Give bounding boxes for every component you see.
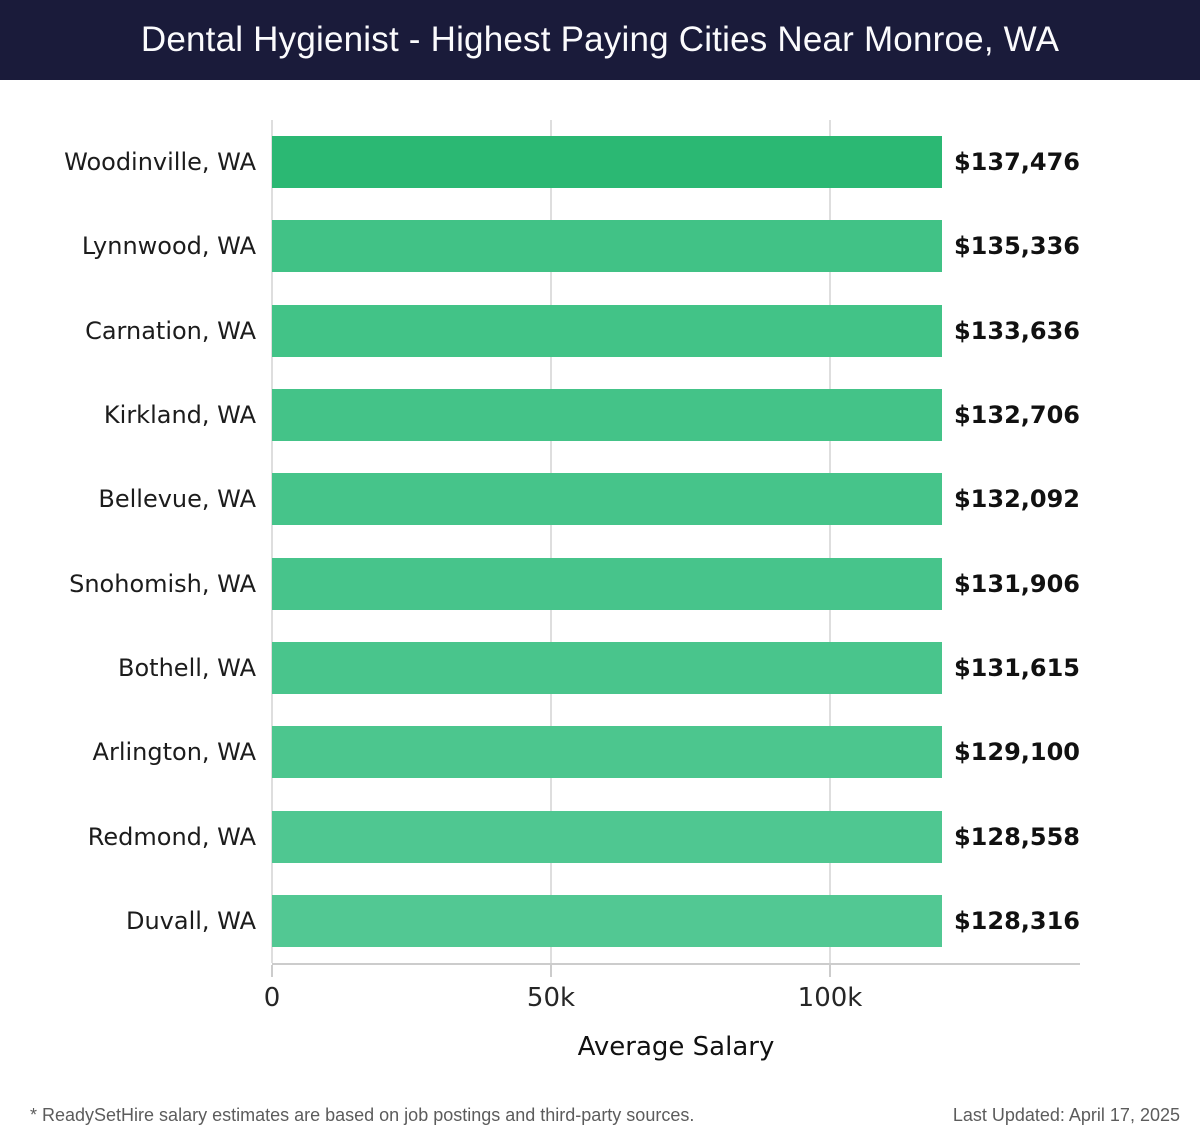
- bar: [272, 894, 942, 947]
- bar: [272, 473, 942, 526]
- value-label: $128,316: [953, 906, 1080, 935]
- bar-track: $135,336: [272, 204, 1080, 288]
- bar-track: $128,558: [272, 794, 1080, 878]
- value-label: $132,092: [953, 485, 1080, 514]
- bar-row: Arlington, WA $129,100: [93, 710, 1080, 794]
- bar-track: $132,092: [272, 457, 1080, 541]
- x-axis-line: [272, 963, 1080, 965]
- category-label: Kirkland, WA: [103, 401, 256, 430]
- bar-track: $131,615: [272, 626, 1080, 710]
- category-label: Bothell, WA: [118, 653, 256, 682]
- bar: [272, 726, 942, 779]
- bar: [272, 557, 942, 610]
- source-note: * ReadySetHire salary estimates are base…: [30, 1105, 695, 1125]
- category-label: Bellevue, WA: [98, 485, 256, 514]
- bar-row: Lynnwood, WA $135,336: [82, 204, 1080, 288]
- bar-row: Redmond, WA $128,558: [88, 794, 1080, 878]
- gridline: [271, 120, 273, 963]
- footer: * ReadySetHire salary estimates are base…: [30, 1105, 1180, 1126]
- category-label: Lynnwood, WA: [81, 232, 256, 261]
- value-label: $129,100: [953, 738, 1080, 767]
- bar: [272, 641, 942, 694]
- bar-row: Carnation, WA $133,636: [85, 289, 1080, 373]
- category-label: Redmond, WA: [87, 822, 256, 851]
- category-label: Duvall, WA: [125, 906, 256, 935]
- bar-row: Woodinville, WA $137,476: [64, 120, 1080, 204]
- bar-track: $129,100: [272, 710, 1080, 794]
- category-label: Arlington, WA: [92, 738, 256, 767]
- bar-row: Snohomish, WA $131,906: [69, 541, 1080, 625]
- category-label: Carnation, WA: [85, 316, 256, 345]
- bar: [272, 220, 942, 273]
- tick-label: 50k: [526, 983, 576, 1013]
- tick-label: 100k: [797, 983, 863, 1013]
- axis-tick: [271, 965, 273, 977]
- bar-row: Bellevue, WA $132,092: [98, 457, 1080, 541]
- value-label: $133,636: [953, 316, 1080, 345]
- category-label: Snohomish, WA: [69, 569, 256, 598]
- bar-track: $132,706: [272, 373, 1080, 457]
- bar: [272, 810, 942, 863]
- value-label: $135,336: [953, 232, 1080, 261]
- bar-track: $137,476: [272, 120, 1080, 204]
- last-updated: Last Updated: April 17, 2025: [952, 1105, 1180, 1125]
- gridline: [550, 120, 552, 963]
- value-label: $128,558: [953, 822, 1080, 851]
- bar: [272, 304, 942, 357]
- bar-row: Kirkland, WA $132,706: [104, 373, 1080, 457]
- bar-track: $128,316: [272, 879, 1080, 963]
- bar-row: Bothell, WA $131,615: [118, 626, 1080, 710]
- x-axis-label: Average Salary: [577, 1032, 775, 1062]
- bar-track: $131,906: [272, 541, 1080, 625]
- header: Dental Hygienist - Highest Paying Cities…: [0, 0, 1200, 80]
- axis-tick: [550, 965, 552, 977]
- axis-tick: [829, 965, 831, 977]
- gridline: [829, 120, 831, 963]
- bar: [272, 136, 942, 189]
- tick-label: 0: [263, 983, 281, 1013]
- value-label: $131,615: [953, 653, 1080, 682]
- value-label: $132,706: [953, 401, 1080, 430]
- bar-row: Duvall, WA $128,316: [126, 879, 1080, 963]
- value-label: $131,906: [953, 569, 1080, 598]
- chart-title: Dental Hygienist - Highest Paying Cities…: [140, 20, 1060, 59]
- bar-track: $133,636: [272, 289, 1080, 373]
- bar-rows: Woodinville, WA $137,476 Lynnwood, WA $135,…: [64, 120, 1080, 963]
- value-label: $137,476: [953, 148, 1080, 177]
- bar: [272, 389, 942, 442]
- plot-area: Woodinville, WA $137,476 Lynnwood, WA $135,…: [64, 120, 1080, 1011]
- category-label: Woodinville, WA: [64, 148, 256, 177]
